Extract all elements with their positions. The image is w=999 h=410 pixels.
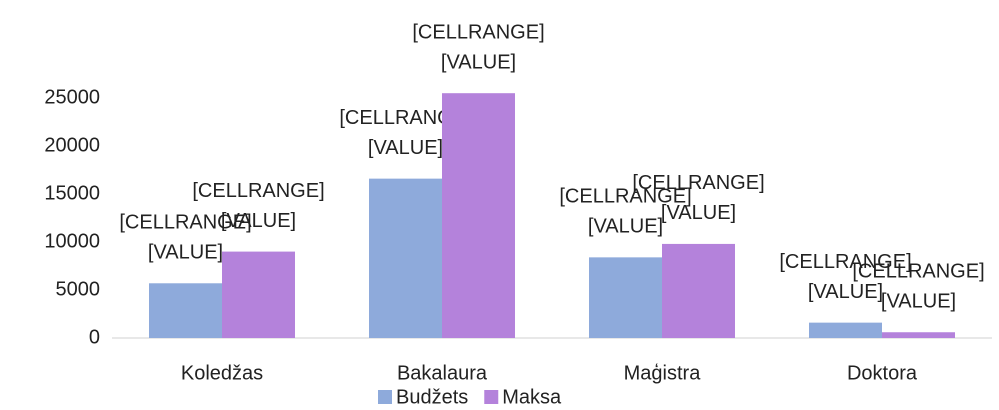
data-label: [CELLRANGE] [119, 212, 251, 234]
y-tick-label: 15000 [44, 182, 100, 204]
x-tick-label: Koledžas [181, 362, 263, 384]
data-label: [CELLRANGE] [412, 21, 544, 43]
data-label: [CELLRANGE] [632, 172, 764, 194]
data-label: [CELLRANGE] [559, 186, 691, 208]
bar [149, 283, 222, 338]
data-label: [VALUE] [221, 210, 296, 232]
bar [882, 332, 955, 338]
data-label: [VALUE] [368, 137, 443, 159]
bar [442, 93, 515, 338]
data-label: [VALUE] [588, 216, 663, 238]
y-tick-label: 0 [89, 326, 100, 348]
data-label: [VALUE] [808, 281, 883, 303]
legend-label: Budžets [396, 386, 468, 408]
data-label: [CELLRANGE] [339, 107, 471, 129]
legend-label: Maksa [502, 386, 562, 408]
y-tick-label: 20000 [44, 134, 100, 156]
bar [589, 257, 662, 338]
bar [222, 251, 295, 338]
x-tick-label: Bakalaura [397, 362, 488, 384]
y-tick-label: 5000 [56, 278, 101, 300]
legend-swatch [484, 390, 499, 404]
y-tick-label: 10000 [44, 230, 100, 252]
bar [662, 243, 735, 338]
data-label: [CELLRANGE] [192, 180, 324, 202]
data-label: [CELLRANGE] [852, 261, 984, 283]
x-tick-label: Maģistra [624, 362, 702, 384]
data-label: [CELLRANGE] [779, 251, 911, 273]
x-tick-label: Doktora [847, 362, 918, 384]
legend-swatch [378, 390, 392, 404]
data-label: [VALUE] [881, 291, 956, 313]
bar [809, 322, 882, 338]
y-tick-label: 25000 [44, 86, 100, 108]
data-label: [VALUE] [441, 51, 516, 73]
data-label: [VALUE] [661, 202, 736, 224]
data-label: [VALUE] [148, 242, 223, 264]
bar [369, 178, 442, 338]
